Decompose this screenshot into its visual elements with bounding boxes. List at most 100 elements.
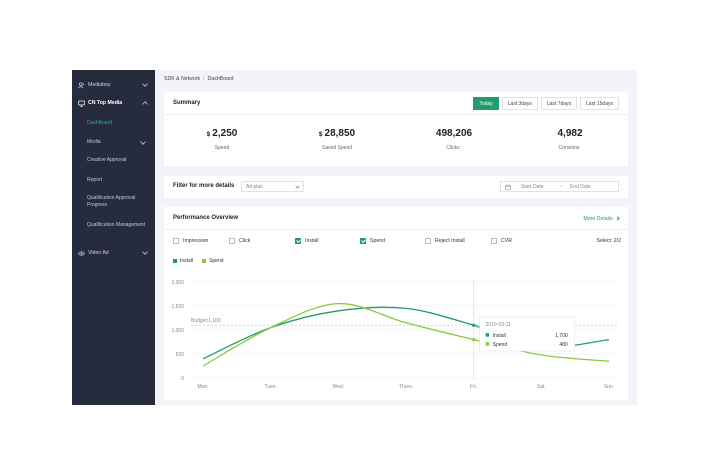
y-tick-label: 2,000 [171, 280, 184, 286]
more-details-link[interactable]: More Details [583, 215, 620, 222]
checkbox-click[interactable]: Click [229, 238, 250, 244]
data-point-spend [472, 338, 476, 342]
metric-saved-spend: $28,850 Saved Spend [282, 128, 392, 151]
sidebar-group-label: Video Ad [88, 250, 109, 256]
checkbox-impression[interactable]: Impression [173, 238, 208, 244]
checkbox-label: CVR [501, 238, 512, 244]
x-tick-label: Sat. [537, 384, 546, 390]
metric-label: Saved Spend [321, 145, 353, 151]
divider [164, 229, 628, 230]
checkbox-checked-icon [360, 238, 366, 244]
calendar-icon [505, 183, 511, 190]
more-details-label: More Details [583, 216, 613, 222]
checkbox-box [229, 238, 235, 244]
range-button-last-7days[interactable]: Last 7days [540, 97, 578, 110]
metric-label: Clicks [446, 145, 460, 151]
legend-item-install[interactable]: Install [173, 258, 193, 264]
x-tick-label: Wed. [333, 384, 345, 390]
chart-legend: Install Spend [173, 258, 224, 264]
tooltip-series-name: Install [493, 333, 506, 339]
metric-spend: $2,250 Spend [167, 128, 277, 151]
sidebar-item-qualification-approval-progress[interactable]: Qualification Approval Progress [87, 195, 136, 208]
checkbox-spend[interactable]: Spend [360, 238, 385, 244]
sidebar-item-media[interactable]: Media [87, 139, 153, 146]
sidebar: Mediaboy CN Top Media DashBoard Media Cr… [72, 70, 155, 405]
summary-title: Summary [173, 100, 201, 106]
metric-number: 4,982 [557, 128, 583, 139]
chevron-down-icon [142, 249, 148, 255]
chevron-down-icon [140, 139, 146, 145]
chevron-up-icon [142, 101, 148, 107]
sidebar-item-dashboard[interactable]: DashBoard [87, 120, 113, 126]
tooltip-series-value: 480 [559, 342, 568, 348]
checkbox-label: Reject Install [435, 238, 465, 244]
range-button-last-15days[interactable]: Last 15days [580, 97, 619, 110]
range-button-today[interactable]: Today [473, 97, 499, 110]
checkbox-box [425, 238, 431, 244]
tooltip-series-value: 1,700 [555, 333, 568, 339]
users-icon [78, 81, 85, 89]
data-point-install [472, 323, 476, 327]
budget-label: Budget:1,100 [191, 318, 221, 324]
x-tick-label: Thurs. [399, 384, 413, 390]
legend-swatch [173, 259, 177, 263]
checkbox-label: Spend [370, 238, 386, 244]
chevron-down-icon [142, 81, 148, 87]
breadcrumb-separator: / [203, 76, 205, 82]
y-tick-label: 500 [176, 352, 185, 358]
checkbox-box [491, 238, 497, 244]
app-window: Mediaboy CN Top Media DashBoard Media Cr… [72, 70, 637, 405]
legend-label: Install [180, 258, 194, 264]
metric-number: 28,850 [324, 128, 356, 139]
select-count: Select: 2/2 [596, 238, 621, 244]
tooltip-swatch [485, 342, 490, 346]
sidebar-group-label: Mediaboy [88, 82, 111, 88]
checkbox-reject-install[interactable]: Reject Install [425, 238, 465, 244]
tooltip-swatch [485, 333, 490, 337]
x-tick-label: Sun. [604, 384, 614, 390]
sidebar-item-qualification-management[interactable]: Qualification Management [87, 222, 146, 228]
eye-icon [78, 250, 85, 257]
performance-card: Performance Overview More Details Impres… [164, 207, 628, 400]
checkbox-label: Install [305, 238, 319, 244]
checkbox-box [173, 238, 179, 244]
metric-currency: $ [318, 131, 323, 138]
sidebar-item-report[interactable]: Report [87, 177, 103, 183]
x-tick-label: Tues. [265, 384, 277, 390]
breadcrumb-parent[interactable]: SDK & Network [164, 76, 201, 82]
x-tick-label: Mon. [197, 384, 208, 390]
sidebar-group-cn-top-media[interactable]: CN Top Media [72, 94, 155, 112]
tooltip-series-name: Spend [493, 342, 508, 348]
metric-clicks: 498,206 Clicks [398, 128, 508, 151]
x-tick-label: Fri. [470, 384, 477, 390]
sidebar-group-video-ad[interactable]: Video Ad [72, 244, 155, 262]
performance-title: Performance Overview [173, 215, 239, 221]
metric-checkbox-row: Impression Click Install Spend Reject In… [173, 238, 621, 246]
tooltip-date: 2019-03-11 [486, 322, 511, 328]
sidebar-item-label: Media [87, 139, 101, 145]
metric-currency: $ [206, 131, 211, 138]
date-range-picker[interactable]: Start Date ~ End Date [500, 181, 619, 192]
breadcrumb: SDK & Network / DashBoard [164, 76, 233, 82]
range-button-last-3days[interactable]: Last 3days [501, 97, 538, 110]
sidebar-item-creative-approval[interactable]: Creative Approval [87, 157, 127, 163]
legend-swatch [202, 259, 207, 263]
tooltip-box [479, 316, 575, 352]
legend-item-spend[interactable]: Spend [202, 258, 224, 264]
metric-label: Convions [558, 145, 580, 151]
sidebar-group-label: CN Top Media [88, 100, 123, 106]
sidebar-group-mediaboy[interactable]: Mediaboy [72, 76, 155, 94]
filter-card: Filter for more details Ad plan Start Da… [164, 176, 628, 198]
metric-convions: 4,982 Convions [514, 128, 624, 151]
ad-plan-select[interactable]: Ad plan [241, 181, 304, 192]
performance-chart: 0 500 1,000 1,500 2,000 Mon. Tues. Wed. Thurs. Fr… [171, 280, 617, 390]
range-selector: Today Last 3days Last 7days Last 15days [473, 97, 619, 110]
start-date-input[interactable]: Start Date [521, 183, 544, 190]
metric-value: 4,982 [514, 128, 624, 139]
end-date-input[interactable]: End Date [570, 183, 591, 190]
monitor-icon [78, 100, 85, 107]
checkbox-install[interactable]: Install [295, 238, 319, 244]
checkbox-cvr[interactable]: CVR [491, 238, 512, 244]
date-range-separator: ~ [560, 183, 563, 190]
y-tick-label: 0 [181, 376, 184, 382]
